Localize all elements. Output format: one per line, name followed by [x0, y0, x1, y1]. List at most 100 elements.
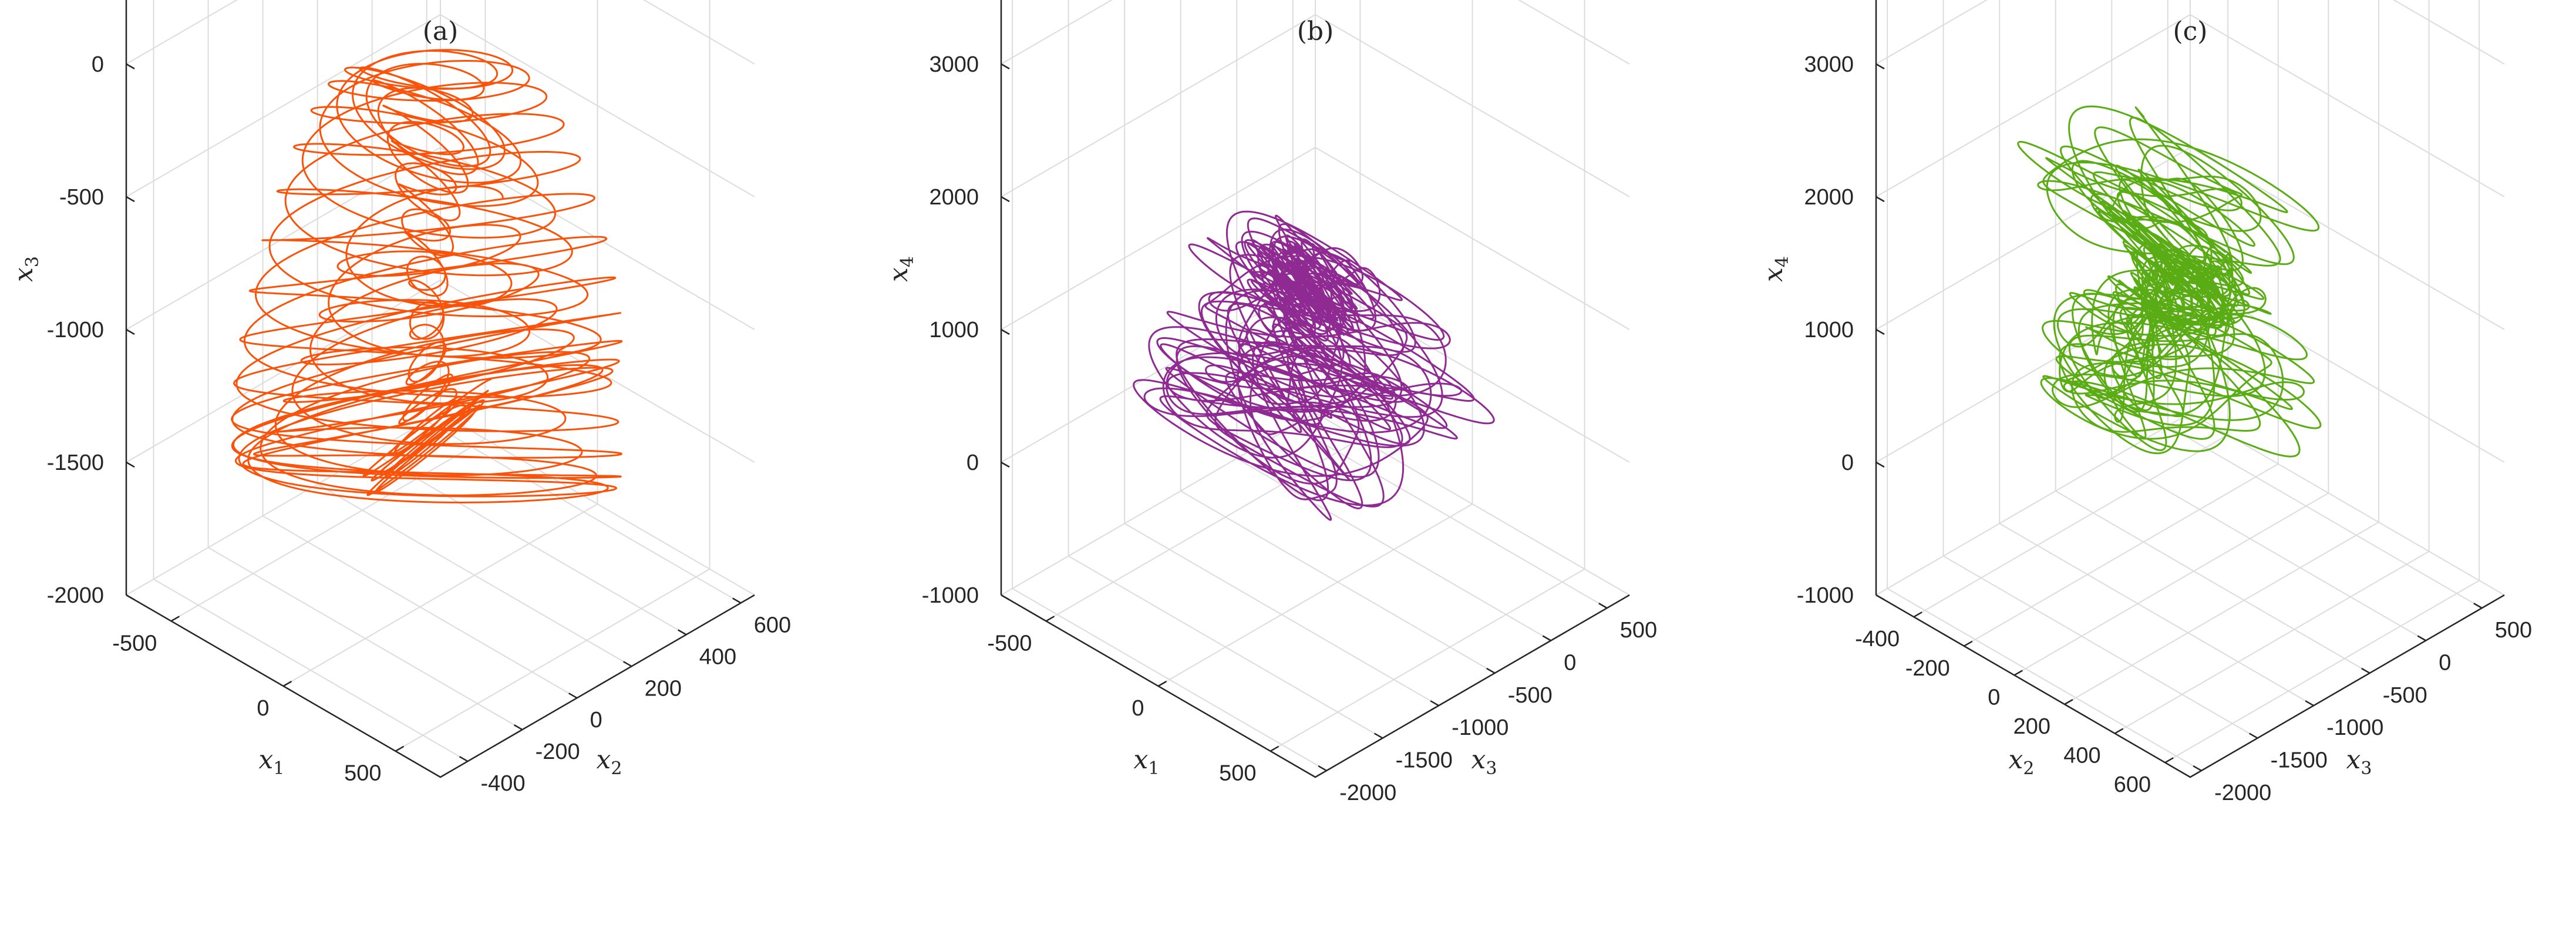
- y-tick-label: -500: [1508, 683, 1553, 708]
- x-tick-label: 500: [344, 761, 381, 786]
- y-tick-mark: [2473, 603, 2483, 609]
- grid-lines: [1875, 0, 2505, 771]
- z-tick-label: -1500: [47, 451, 104, 475]
- x-tick-mark: [282, 680, 292, 687]
- z-tick-label: -500: [59, 185, 104, 210]
- z-tick-label: -2000: [47, 583, 104, 608]
- panel-title: (c): [2173, 16, 2208, 46]
- x-axis-label: x1: [1134, 745, 1160, 779]
- z-tick-mark: [1875, 196, 1885, 203]
- y-tick-mark: [513, 724, 523, 731]
- x-axis-label: x1: [259, 745, 285, 779]
- y-tick-label: 0: [2439, 651, 2451, 676]
- x-tick-label: -200: [1905, 656, 1950, 681]
- z-tick-label: 1000: [929, 318, 979, 342]
- y-tick-mark: [568, 693, 578, 699]
- x-tick-mark: [2013, 670, 2023, 676]
- z-tick-label: 2000: [1804, 185, 1854, 210]
- y-tick-mark: [623, 661, 632, 667]
- x-tick-mark: [1045, 616, 1055, 622]
- x-tick-mark: [2164, 757, 2174, 764]
- y-tick-label: 400: [699, 644, 736, 669]
- y-axis-label: x2: [597, 745, 622, 779]
- base-axes: [1875, 594, 2505, 778]
- y-tick-mark: [1486, 667, 1496, 674]
- x-tick-label: 0: [1988, 685, 2000, 710]
- z-tick-mark: [126, 63, 135, 70]
- y-tick-mark: [2249, 732, 2258, 739]
- y-tick-mark: [459, 755, 469, 762]
- y-tick-label: -1000: [1452, 715, 1508, 740]
- y-tick-label: 500: [1620, 618, 1657, 643]
- z-tick-label: 0: [967, 451, 979, 475]
- z-tick-mark: [1875, 461, 1885, 468]
- y-tick-label: 0: [1564, 651, 1576, 676]
- z-tick-mark: [1001, 594, 1010, 601]
- grid-lines: [1001, 0, 1630, 771]
- x-tick-label: -500: [112, 631, 157, 656]
- z-tick-mark: [126, 328, 135, 335]
- y-tick-mark: [1318, 765, 1327, 772]
- y-tick-label: 600: [754, 613, 791, 637]
- series-line: [1133, 210, 1495, 521]
- z-tick-mark: [1875, 594, 1885, 601]
- z-axis-label: x4: [1759, 256, 1793, 282]
- z-axis-label: x4: [884, 256, 918, 282]
- z-tick-mark: [126, 461, 135, 468]
- x-tick-mark: [2064, 698, 2073, 705]
- z-tick-label: -1000: [922, 583, 979, 608]
- x-tick-label: 0: [1132, 696, 1144, 721]
- z-tick-label: -1000: [47, 318, 104, 342]
- x-tick-mark: [395, 745, 405, 752]
- y-tick-mark: [732, 597, 742, 604]
- x-tick-mark: [2114, 728, 2124, 734]
- z-tick-mark: [1001, 196, 1010, 203]
- y-tick-label: -1000: [2326, 715, 2383, 740]
- series-line: [2017, 105, 2322, 458]
- y-axis-label: x3: [2346, 745, 2372, 779]
- x-tick-label: -400: [1855, 627, 1900, 651]
- z-tick-mark: [1001, 461, 1010, 468]
- x-tick-label: 600: [2114, 772, 2151, 797]
- y-axis-label: x3: [1471, 745, 1497, 779]
- x-tick-mark: [1157, 680, 1167, 687]
- x-tick-label: 400: [2063, 744, 2100, 768]
- z-tick-mark: [1001, 63, 1010, 70]
- y-tick-label: -1500: [2271, 748, 2328, 773]
- y-tick-mark: [1542, 635, 1551, 641]
- z-tick-label: 0: [1841, 451, 1854, 475]
- y-tick-mark: [1374, 732, 1383, 739]
- x-tick-mark: [1270, 745, 1279, 752]
- panel-title: (a): [423, 16, 459, 46]
- y-tick-mark: [2193, 765, 2202, 772]
- base-axes: [126, 594, 755, 778]
- x-tick-label: 0: [257, 696, 269, 721]
- series-line: [231, 49, 623, 503]
- y-tick-mark: [1598, 603, 1608, 609]
- y-tick-label: -2000: [1339, 781, 1396, 805]
- z-tick-label: 0: [92, 52, 104, 77]
- y-tick-mark: [2305, 700, 2314, 707]
- z-tick-mark: [126, 594, 135, 601]
- x-tick-label: -500: [987, 631, 1032, 656]
- y-tick-label: -400: [481, 771, 526, 796]
- z-tick-label: 3000: [929, 52, 979, 77]
- x-tick-mark: [170, 616, 180, 622]
- x-tick-label: 500: [1219, 761, 1256, 786]
- y-tick-mark: [1430, 700, 1439, 707]
- panel-b: -5000500-2000-1500-1000-5000500-10000100…: [884, 0, 1657, 805]
- x-tick-label: 200: [2013, 714, 2050, 739]
- x-tick-mark: [1964, 640, 1973, 647]
- y-tick-mark: [2417, 635, 2426, 641]
- axes: -5000500-2000-1500-1000-5000500-10000100…: [922, 0, 1657, 805]
- y-tick-label: 200: [645, 676, 682, 701]
- y-tick-label: -200: [536, 740, 580, 764]
- y-tick-label: 0: [590, 708, 602, 732]
- z-tick-mark: [1875, 63, 1885, 70]
- y-tick-label: 500: [2495, 618, 2532, 643]
